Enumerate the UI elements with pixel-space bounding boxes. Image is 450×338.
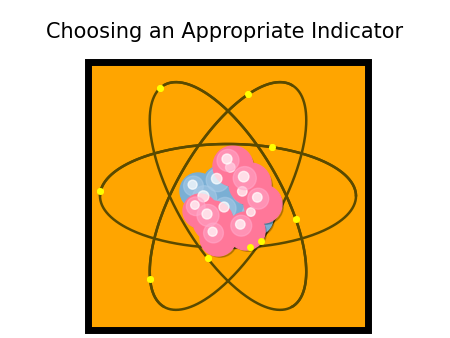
- Circle shape: [196, 204, 234, 242]
- Circle shape: [238, 171, 249, 182]
- Circle shape: [243, 204, 261, 223]
- Circle shape: [208, 227, 217, 236]
- Circle shape: [197, 204, 219, 226]
- Circle shape: [233, 182, 254, 203]
- Circle shape: [183, 176, 217, 210]
- Circle shape: [203, 223, 237, 257]
- Circle shape: [247, 188, 284, 224]
- Circle shape: [212, 173, 222, 184]
- Circle shape: [213, 146, 253, 186]
- Circle shape: [222, 154, 232, 164]
- Circle shape: [188, 182, 232, 226]
- Circle shape: [213, 197, 252, 235]
- Circle shape: [183, 194, 217, 228]
- Circle shape: [239, 201, 273, 235]
- Circle shape: [193, 186, 216, 210]
- Circle shape: [200, 220, 236, 256]
- Circle shape: [202, 165, 244, 207]
- Circle shape: [227, 212, 265, 250]
- Circle shape: [232, 182, 268, 218]
- Circle shape: [186, 197, 218, 229]
- Circle shape: [244, 185, 282, 223]
- Circle shape: [248, 188, 269, 209]
- Circle shape: [238, 187, 247, 196]
- Circle shape: [186, 197, 205, 216]
- Circle shape: [202, 209, 212, 219]
- Circle shape: [230, 215, 266, 251]
- Circle shape: [191, 201, 199, 209]
- Circle shape: [198, 191, 209, 202]
- Circle shape: [214, 197, 236, 219]
- Circle shape: [206, 169, 245, 209]
- Circle shape: [225, 163, 235, 172]
- Circle shape: [193, 201, 233, 241]
- Circle shape: [219, 202, 229, 212]
- Bar: [88, 62, 368, 330]
- Circle shape: [231, 215, 252, 236]
- Circle shape: [217, 155, 255, 193]
- Circle shape: [233, 167, 272, 207]
- Circle shape: [184, 176, 203, 196]
- Circle shape: [180, 173, 216, 209]
- Circle shape: [220, 158, 256, 194]
- Circle shape: [192, 186, 234, 227]
- Circle shape: [216, 149, 254, 187]
- Circle shape: [221, 158, 242, 179]
- Text: Choosing an Appropriate Indicator: Choosing an Appropriate Indicator: [46, 22, 404, 42]
- Circle shape: [229, 179, 267, 217]
- Circle shape: [210, 194, 250, 234]
- Circle shape: [235, 220, 245, 229]
- Circle shape: [206, 169, 230, 192]
- Circle shape: [252, 193, 262, 202]
- Circle shape: [233, 167, 256, 190]
- Circle shape: [229, 163, 271, 205]
- Circle shape: [217, 149, 239, 171]
- Circle shape: [203, 223, 223, 243]
- Circle shape: [188, 180, 197, 189]
- Circle shape: [247, 208, 255, 216]
- Circle shape: [242, 204, 274, 236]
